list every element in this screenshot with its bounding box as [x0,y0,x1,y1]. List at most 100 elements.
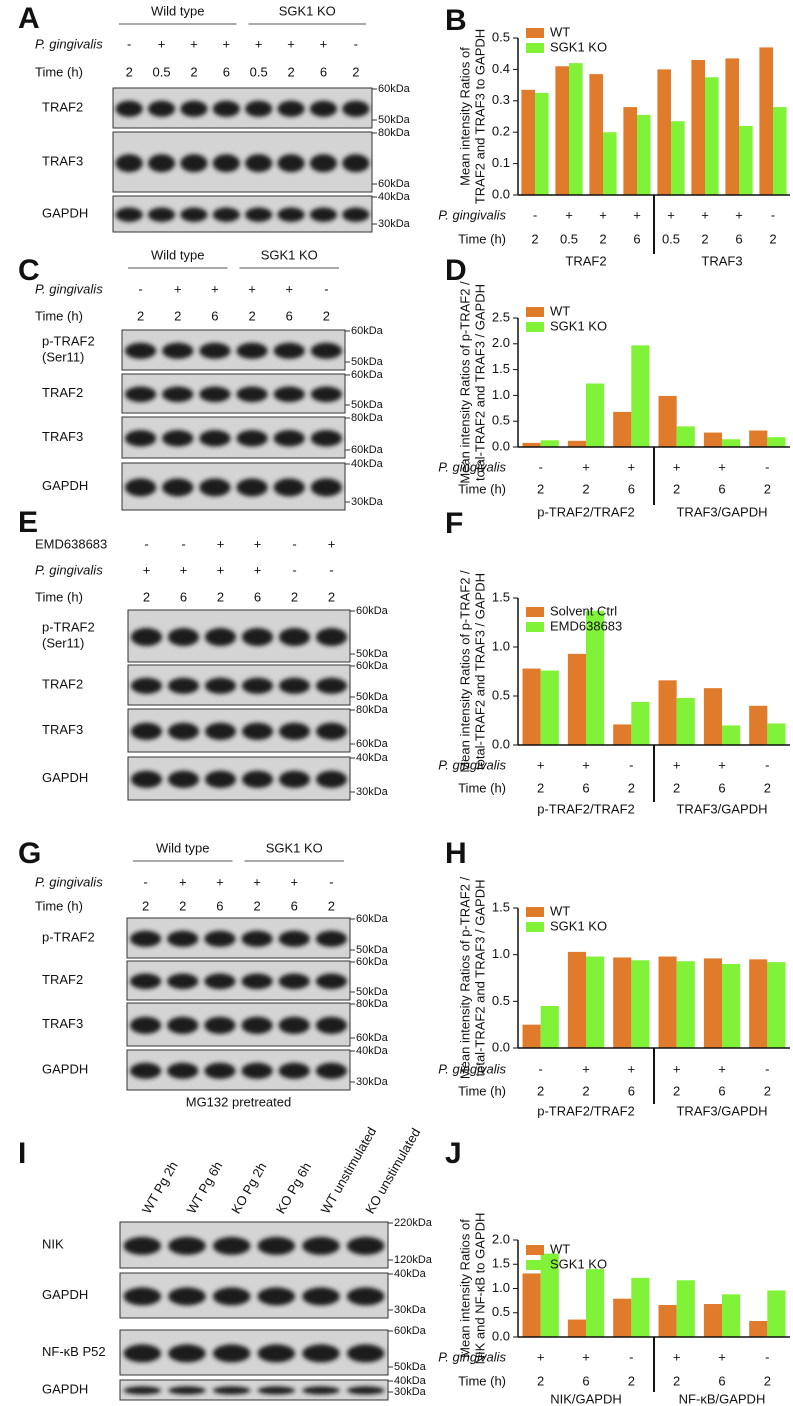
bar [522,1273,541,1337]
marker-label: 60kDa [378,178,411,190]
band [180,154,208,173]
x-row-value: + [633,207,641,222]
band [204,973,236,990]
band [257,1344,296,1363]
legend-swatch [526,322,544,332]
blot-strip [126,1049,351,1091]
blot-strip [126,960,351,1001]
bar [722,725,741,745]
marker-label: 50kDa [378,114,411,126]
x-row-value: + [582,757,590,772]
row-value: 6 [254,589,261,604]
x-row-value: - [538,1061,542,1076]
row-value: - [329,874,333,889]
band [278,1016,310,1034]
band [180,207,208,222]
bar [613,957,632,1048]
band [147,207,176,222]
band [162,386,194,403]
y-tick-label: 1.0 [492,1280,510,1295]
band [277,207,305,222]
x-row-value: - [765,757,769,772]
y-tick-label: 0.5 [492,413,510,428]
panel-label: G [18,837,41,870]
strip-label: NF-κB P52 [42,1344,106,1359]
y-tick-label: 0.0 [492,1039,510,1054]
band [162,342,194,359]
blot-strip [119,1379,389,1401]
x-row-value: 6 [718,1373,725,1388]
row-value: + [143,562,151,577]
band [212,1287,251,1306]
marker-label: 60kDa [394,1325,427,1337]
y-axis-title: total-TRAF2 and TRAF3 / GAPDH [472,284,487,481]
marker-label: 50kDa [356,648,389,660]
strip-label: GAPDH [42,1287,88,1302]
band [315,973,348,990]
x-row-value: 2 [537,1083,544,1098]
x-row-label: Time (h) [458,1373,506,1388]
row-value: + [217,536,225,551]
band [212,207,240,222]
x-row-value: - [538,459,542,474]
legend-swatch [526,28,544,38]
panel-label: C [18,254,40,287]
bar [749,705,768,745]
x-row-value: 6 [582,780,589,795]
bar [657,69,671,195]
row-value: + [248,281,256,296]
band [310,478,343,497]
bar [725,58,739,195]
x-row-value: 0.5 [560,231,578,246]
panel-label: I [18,1137,26,1170]
x-row-value: 2 [673,1083,680,1098]
blot-strip [121,462,346,511]
marker-label: 80kDa [378,127,411,139]
group-label: TRAF3/GAPDH [676,801,767,816]
panel-label: E [18,506,38,539]
bar [749,1320,768,1337]
bar [703,958,722,1048]
band [167,930,199,947]
band [302,1344,340,1363]
strip-label: TRAF3 [42,429,83,444]
band [346,1287,385,1306]
marker-label: 30kDa [394,1386,427,1398]
band [167,1062,199,1079]
bar [623,107,637,195]
bar [703,432,722,447]
band [236,478,268,497]
band [204,1016,236,1034]
bar [676,961,695,1048]
band [278,677,311,694]
bar [540,1006,559,1048]
bar [555,66,569,195]
band [124,430,157,447]
bar [567,653,586,745]
row-value: + [290,874,298,889]
band [212,100,240,117]
row-label: P. gingivalis [35,874,103,889]
band [241,628,274,647]
group-label: TRAF3/GAPDH [676,504,767,519]
y-tick-label: 2.0 [492,1231,510,1246]
band [129,973,162,990]
band [167,722,200,740]
bar [767,437,786,447]
y-tick-label: 0.0 [492,438,510,453]
row-value: 6 [320,64,327,79]
band [115,100,143,117]
x-row-label: Time (h) [458,780,506,795]
band [162,478,194,497]
panel-label: D [445,254,467,287]
x-row-value: 2 [537,481,544,496]
row-label: Time (h) [35,589,83,604]
lane-label: WT Pg 6h [184,1159,226,1216]
legend-swatch [526,1260,544,1270]
legend-swatch [526,307,544,317]
marker-label: 40kDa [356,1045,389,1057]
marker-label: 80kDa [356,998,389,1010]
bar [637,114,651,195]
strip-label: TRAF3 [42,722,83,737]
blot-strip [127,664,351,706]
